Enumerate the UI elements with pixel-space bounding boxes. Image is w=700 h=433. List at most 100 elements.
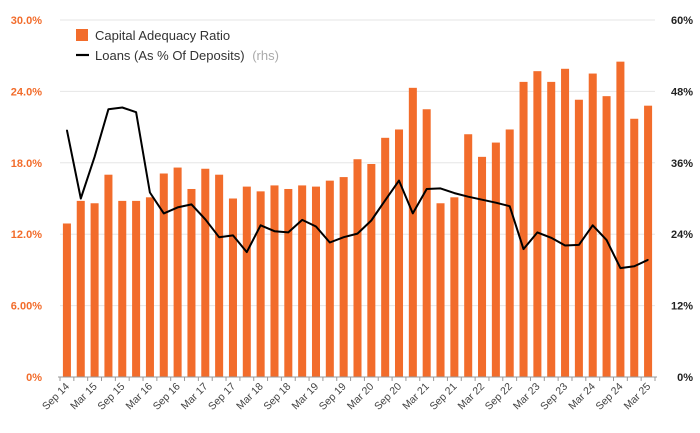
- x-tick-label: Sep 21: [427, 381, 459, 413]
- bar: [547, 81, 556, 377]
- bar: [630, 118, 639, 378]
- line-point: [107, 108, 110, 110]
- line-point: [218, 236, 220, 238]
- line-point: [412, 212, 414, 214]
- bar: [228, 198, 237, 377]
- line-point: [522, 248, 525, 250]
- line-point: [66, 129, 68, 131]
- left-y-tick-label: 6.00%: [11, 301, 42, 313]
- bar: [533, 71, 542, 378]
- line-point: [190, 203, 193, 206]
- line-point: [439, 187, 442, 189]
- bar: [561, 68, 570, 377]
- line-point: [509, 205, 511, 207]
- line-point: [80, 197, 82, 200]
- line-point: [633, 265, 635, 267]
- line-point: [384, 199, 386, 201]
- line-point: [163, 212, 165, 214]
- x-tick-label: Mar 15: [68, 381, 100, 413]
- line-point: [93, 156, 96, 158]
- line-point: [356, 233, 359, 235]
- x-tick-label: Mar 19: [290, 381, 322, 413]
- x-tick-label: Sep 22: [483, 381, 515, 413]
- x-tick-label: Mar 24: [566, 381, 598, 413]
- line-point: [467, 196, 469, 198]
- line-point: [232, 234, 234, 236]
- legend-label-loans-name: Loans (As % Of Deposits): [95, 48, 245, 63]
- line-point: [343, 236, 345, 238]
- line-series-loans-to-deposits: [65, 106, 649, 270]
- right-y-tick-label: 60%: [671, 15, 693, 27]
- line-point: [329, 241, 331, 244]
- x-tick-label: Mar 17: [179, 381, 211, 413]
- x-tick-label: Sep 15: [95, 381, 127, 413]
- left-y-tick-label: 24.0%: [11, 86, 42, 98]
- bar: [104, 174, 113, 377]
- bar: [339, 177, 348, 377]
- bar: [602, 96, 611, 377]
- left-y-tick-label: 0%: [26, 372, 42, 384]
- x-tick-label: Mar 25: [622, 381, 654, 413]
- line-point: [564, 244, 566, 247]
- line-point: [578, 244, 580, 246]
- x-tick-label: Sep 14: [40, 381, 72, 413]
- bar: [62, 223, 71, 377]
- bar: [132, 200, 141, 377]
- line-point: [121, 106, 123, 109]
- bar: [270, 185, 279, 377]
- line-point: [426, 188, 428, 190]
- line-point: [550, 237, 552, 239]
- legend-swatch-capital-adequacy-ratio: [76, 29, 88, 41]
- bar: [505, 129, 514, 377]
- line-point: [592, 224, 594, 226]
- line-point: [315, 225, 317, 228]
- bar: [256, 191, 265, 377]
- line-point: [398, 180, 400, 182]
- line-point: [495, 202, 497, 204]
- x-tick-label: Mar 23: [511, 381, 543, 413]
- right-y-tick-label: 12%: [671, 301, 693, 313]
- x-tick-label: Sep 23: [538, 381, 570, 413]
- bar: [145, 197, 154, 377]
- bar: [284, 188, 293, 377]
- bar: [118, 200, 127, 377]
- bar: [325, 180, 334, 377]
- bar: [187, 188, 196, 377]
- line-point: [301, 219, 303, 221]
- legend-label-loans: Loans (As % Of Deposits) (rhs): [95, 48, 279, 63]
- bar: [408, 87, 417, 377]
- legend-label-loans-suffix: (rhs): [252, 48, 279, 63]
- line-point: [204, 218, 206, 220]
- x-tick-label: Sep 17: [206, 381, 238, 413]
- x-tick-label: Sep 16: [151, 381, 183, 413]
- bar: [173, 167, 182, 377]
- bar-series-capital-adequacy-ratio: [62, 61, 653, 378]
- bar: [353, 159, 362, 377]
- line-point: [273, 230, 276, 232]
- line-point: [149, 191, 151, 194]
- line-point: [647, 259, 649, 261]
- legend: Capital Adequacy Ratio Loans (As % Of De…: [76, 28, 279, 63]
- bar: [159, 173, 168, 377]
- line-point: [135, 111, 137, 113]
- bar: [644, 105, 653, 378]
- bar: [616, 61, 625, 378]
- bar: [519, 81, 528, 377]
- line-point: [287, 231, 289, 234]
- bar: [311, 186, 321, 377]
- left-y-axis-tick-labels: 0% 6.00% 12.0% 18.0% 24.0% 30.0%: [11, 15, 42, 384]
- bar: [436, 203, 445, 377]
- line-point: [370, 219, 372, 222]
- line-point: [246, 251, 248, 253]
- line-point: [619, 267, 622, 269]
- bar: [450, 197, 459, 377]
- line-point: [177, 206, 179, 209]
- bar: [574, 99, 583, 377]
- bar: [367, 163, 376, 377]
- x-tick-label: Mar 20: [345, 381, 377, 413]
- line-point: [260, 224, 262, 226]
- bar: [298, 185, 307, 377]
- axes: [58, 376, 657, 381]
